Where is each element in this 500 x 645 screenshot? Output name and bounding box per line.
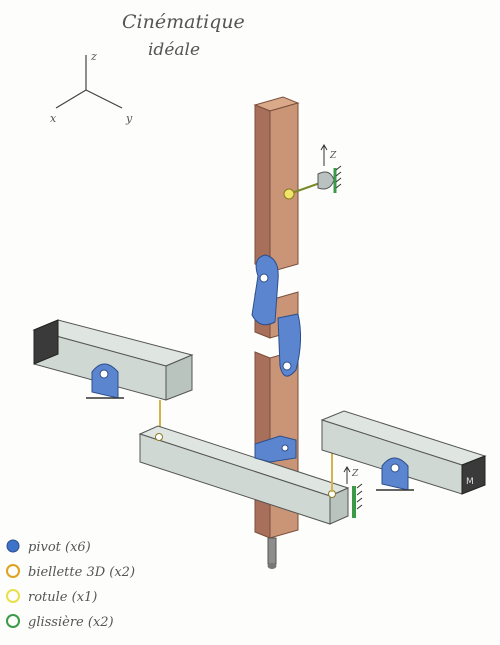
axis-x-label: x (50, 112, 57, 125)
axis-triad (55, 55, 123, 109)
center-beam (138, 425, 350, 525)
right-beam-pivot (376, 457, 414, 491)
right-beam (320, 410, 487, 495)
right-slider (343, 466, 363, 518)
legend-glissiere-swatch (6, 614, 20, 628)
right-beam-end-mark: M (466, 477, 474, 487)
right-slider-label: Z (351, 469, 359, 479)
legend-glissiere-label: glissière (x2) (28, 615, 114, 630)
legend-rotule-swatch (6, 589, 20, 603)
left-beam-pivot (86, 363, 124, 399)
legend: pivot (x6) biellette 3D (x2) rotule (x1)… (6, 539, 135, 630)
axis-z-label: z (90, 50, 97, 63)
pivot-link-lower (277, 313, 302, 377)
legend-pivot-swatch (6, 539, 20, 553)
center-bracket-pivot (254, 435, 297, 463)
axis-y-label: y (125, 112, 133, 125)
title-line2: idéale (148, 40, 200, 60)
legend-biellette-label: biellette 3D (x2) (28, 565, 135, 580)
legend-rotule-label: rotule (x1) (28, 590, 97, 605)
top-slider-label: Z (329, 151, 337, 161)
legend-biellette-swatch (6, 564, 20, 578)
title-line1: Cinématique (122, 11, 245, 33)
legend-pivot-label: pivot (x6) (28, 540, 91, 555)
top-slider-joint (283, 144, 342, 200)
pivot-link-upper (251, 254, 279, 326)
